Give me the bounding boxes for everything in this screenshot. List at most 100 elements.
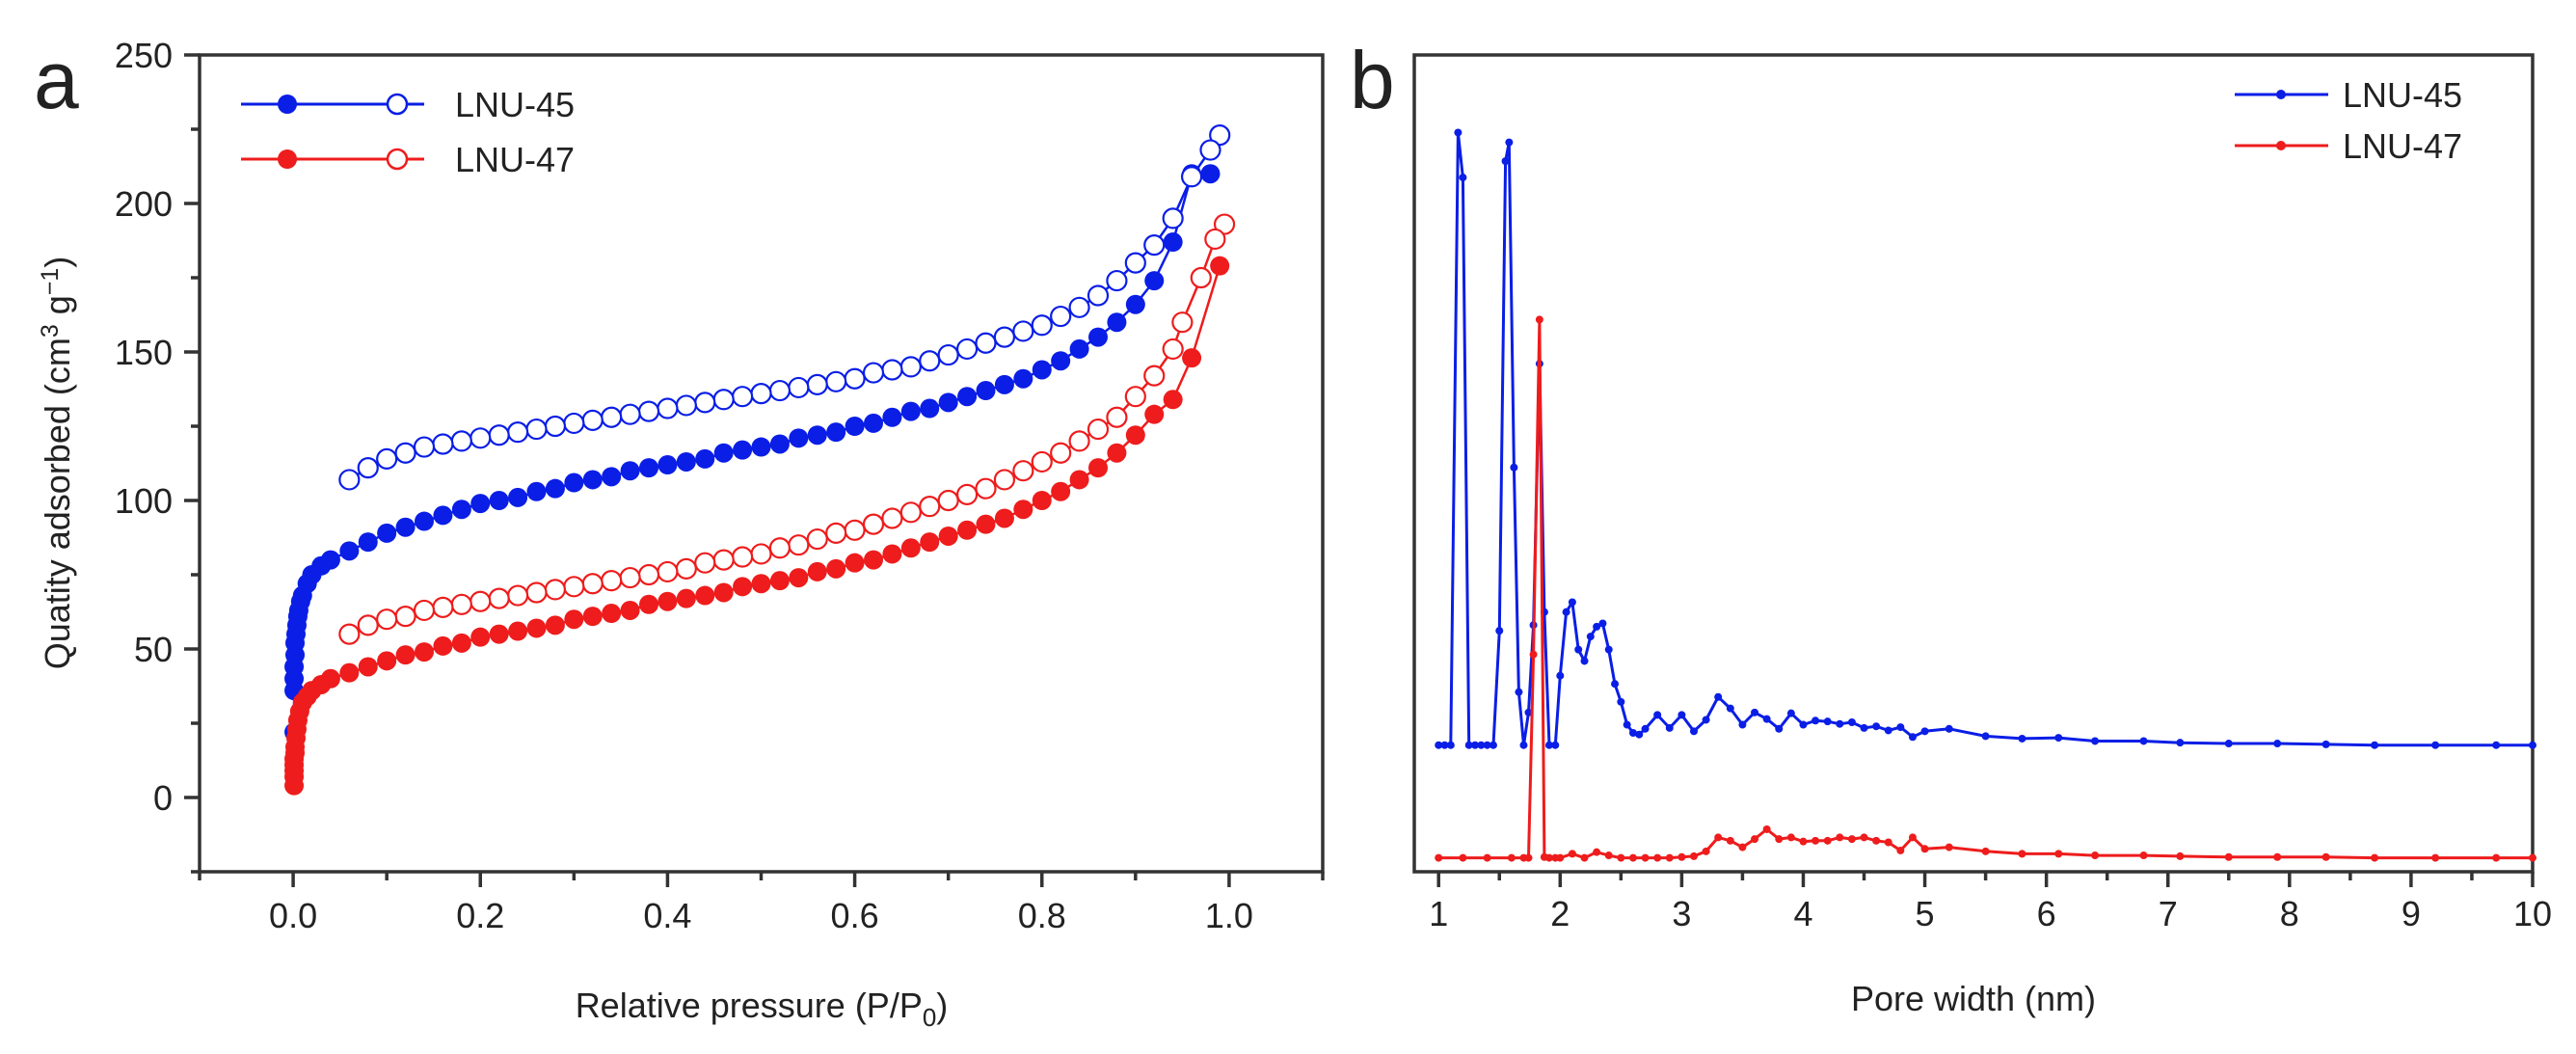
data-point [1459, 853, 1467, 862]
y-tick-label: 250 [115, 36, 173, 75]
legend-label-lnu-45: LNU-45 [2343, 75, 2462, 115]
data-point [602, 604, 622, 624]
data-point [563, 576, 585, 598]
data-point [2054, 734, 2063, 743]
data-point [2431, 853, 2440, 862]
data-point [1604, 645, 1613, 654]
data-point [862, 513, 885, 535]
data-point [2054, 850, 2063, 858]
data-point [394, 606, 416, 628]
data-point [2273, 852, 2282, 861]
x-tick-label: 1 [1429, 894, 1448, 933]
data-point [1799, 720, 1808, 729]
data-point [1908, 733, 1917, 742]
data-point [676, 451, 696, 472]
y-tick-label: 0 [153, 778, 173, 818]
data-point [676, 588, 696, 608]
data-point [807, 561, 827, 581]
data-point [938, 392, 958, 413]
data-point [993, 469, 1016, 491]
data-point [415, 642, 434, 662]
data-point [712, 389, 735, 411]
data-point [432, 433, 454, 455]
x-tick-label: 0.6 [831, 896, 879, 935]
series-line [1438, 317, 2533, 860]
data-point [1143, 365, 1166, 387]
data-point [451, 500, 471, 520]
data-point [450, 593, 472, 615]
series-lnu-45-adsorption [284, 164, 1221, 743]
data-point [394, 442, 416, 464]
data-point [788, 376, 810, 399]
data-point [1811, 836, 1820, 845]
data-point [976, 514, 996, 534]
data-point [1981, 732, 1990, 741]
data-point [2371, 853, 2379, 862]
data-point [694, 552, 716, 574]
data-point [657, 591, 678, 611]
data-point [601, 406, 623, 428]
data-point [1617, 853, 1625, 862]
data-point [768, 537, 792, 559]
data-point [376, 447, 398, 470]
legend-label-lnu-45: LNU-45 [455, 85, 575, 124]
data-point [413, 599, 436, 622]
panel-b-legend: LNU-45 LNU-47 [2235, 75, 2462, 166]
data-point [526, 618, 547, 638]
data-point [1013, 500, 1033, 520]
data-point [1106, 269, 1128, 292]
data-point [2492, 853, 2501, 862]
data-point [1593, 622, 1601, 631]
data-point [695, 448, 715, 469]
data-point [1751, 708, 1759, 716]
panel-b: b 1 2 3 4 5 6 7 8 9 10 Pore width (nm) LNU-45 LNU… [1350, 35, 2552, 1018]
data-point [1435, 853, 1443, 862]
data-point [1143, 234, 1166, 257]
data-point [900, 538, 921, 558]
data-point [1489, 741, 1497, 749]
panel-a-x-axis: 0.0 0.2 0.4 0.6 0.8 1.0 [198, 872, 1325, 935]
data-point [1920, 727, 1929, 736]
data-point [339, 662, 360, 683]
data-point [1896, 723, 1905, 732]
data-point [920, 398, 940, 419]
data-point [1477, 741, 1486, 749]
data-point [1435, 741, 1443, 749]
data-point [1799, 837, 1808, 846]
data-point [938, 526, 958, 546]
data-point [320, 668, 340, 689]
data-point [377, 523, 397, 543]
data-point [713, 443, 734, 463]
data-point [1440, 741, 1449, 749]
data-point [1068, 430, 1090, 452]
data-point [844, 519, 866, 541]
data-point [1529, 650, 1538, 659]
legend-marker-filled-lnu-45 [278, 95, 297, 114]
x-tick-label: 10 [2513, 894, 2552, 933]
series-lnu-45 [1435, 128, 2536, 749]
data-point [920, 532, 940, 553]
data-point [1738, 720, 1747, 729]
data-point [1471, 741, 1480, 749]
data-point [2224, 852, 2233, 861]
data-point [937, 489, 959, 512]
data-point [620, 461, 640, 481]
data-point [1574, 645, 1583, 654]
data-point [639, 594, 658, 614]
data-point [1847, 717, 1856, 726]
data-point [1884, 726, 1892, 735]
data-point [581, 409, 604, 431]
data-point [470, 590, 492, 612]
panel-a-x-axis-label: Relative pressure (P/P0) [576, 986, 949, 1032]
data-point [919, 496, 941, 518]
data-point [1641, 724, 1650, 733]
data-point [563, 412, 585, 435]
data-point [358, 657, 378, 677]
data-point [601, 570, 623, 592]
data-point [826, 422, 846, 443]
data-point [2321, 740, 2330, 748]
data-point [1459, 174, 1467, 182]
data-point [806, 373, 828, 395]
x-tick-label: 0.2 [456, 896, 504, 935]
data-point [882, 407, 902, 427]
